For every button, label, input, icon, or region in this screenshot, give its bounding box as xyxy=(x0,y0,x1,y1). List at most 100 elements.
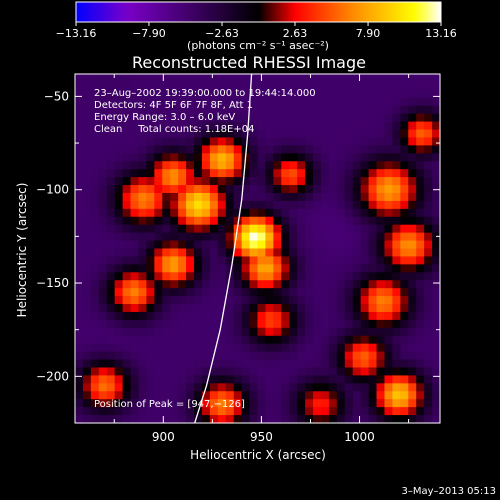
heatmap-cell xyxy=(344,208,354,218)
heatmap-cell xyxy=(170,319,179,329)
heatmap-cell xyxy=(416,121,425,131)
heatmap-cell xyxy=(281,391,290,400)
heatmap-cell xyxy=(392,185,401,194)
heatmap-cell xyxy=(424,288,433,297)
heatmap-cell xyxy=(170,327,179,337)
heatmap-cell xyxy=(416,177,425,186)
heatmap-cell xyxy=(122,367,132,377)
heatmap-cell xyxy=(154,375,163,384)
heatmap-cell xyxy=(146,415,155,424)
heatmap-cell xyxy=(265,137,274,146)
heatmap-cell xyxy=(162,200,171,210)
heatmap-cell xyxy=(281,272,290,281)
heatmap-cell xyxy=(432,311,441,321)
heatmap-cell xyxy=(305,415,314,424)
heatmap-cell xyxy=(257,81,267,91)
heatmap-cell xyxy=(162,399,171,408)
heatmap-cell xyxy=(201,137,211,146)
heatmap-cell xyxy=(225,105,235,115)
heatmap-cell xyxy=(265,375,274,384)
heatmap-cell xyxy=(328,304,338,313)
heatmap-cell xyxy=(75,200,84,210)
heatmap-cell xyxy=(400,280,409,289)
heatmap-cell xyxy=(384,177,393,186)
heatmap-cell xyxy=(432,351,441,361)
heatmap-cell xyxy=(82,97,92,107)
heatmap-cell xyxy=(90,311,100,321)
heatmap-cell xyxy=(241,399,251,408)
heatmap-cell xyxy=(217,137,227,146)
heatmap-cell xyxy=(313,264,322,273)
heatmap-cell xyxy=(297,359,306,369)
heatmap-cell xyxy=(90,121,100,131)
heatmap-cell xyxy=(146,367,155,377)
heatmap-cell xyxy=(194,248,203,258)
heatmap-cell xyxy=(257,192,267,202)
heatmap-cell xyxy=(320,161,330,170)
heatmap-cell xyxy=(352,407,362,416)
heatmap-cell xyxy=(416,264,425,273)
heatmap-cell xyxy=(352,121,362,131)
heatmap-cell xyxy=(328,288,338,297)
heatmap-cell xyxy=(392,105,401,115)
heatmap-cell xyxy=(352,129,362,139)
heatmap-cell xyxy=(376,327,386,337)
heatmap-cell xyxy=(209,137,219,146)
heatmap-cell xyxy=(424,113,433,123)
heatmap-cell xyxy=(344,240,354,250)
heatmap-cell xyxy=(194,391,203,400)
heatmap-cell xyxy=(138,216,148,226)
heatmap-cell xyxy=(130,145,140,154)
heatmap-cell xyxy=(98,264,108,273)
heatmap-cell xyxy=(122,296,132,305)
heatmap-cell xyxy=(82,319,92,329)
heatmap-cell xyxy=(217,240,227,250)
heatmap-cell xyxy=(130,288,140,297)
heatmap-cell xyxy=(281,137,290,146)
heatmap-cell xyxy=(233,153,243,162)
heatmap-cell xyxy=(217,367,227,377)
heatmap-cell xyxy=(75,177,84,186)
heatmap-cell xyxy=(138,177,148,186)
heatmap-cell xyxy=(233,248,243,258)
heatmap-cell xyxy=(328,121,338,131)
heatmap-cell xyxy=(360,248,370,258)
heatmap-cell xyxy=(233,327,243,337)
heatmap-cell xyxy=(130,367,140,377)
heatmap-cell xyxy=(265,327,274,337)
heatmap-cell xyxy=(265,153,274,162)
heatmap-cell xyxy=(424,335,433,345)
heatmap-cell xyxy=(122,391,132,400)
heatmap-cell xyxy=(360,264,370,273)
heatmap-cell xyxy=(138,327,148,337)
heatmap-cell xyxy=(162,208,171,218)
heatmap-cell xyxy=(265,216,274,226)
heatmap-cell xyxy=(138,232,148,242)
heatmap-cell xyxy=(170,97,179,107)
heatmap-cell xyxy=(98,351,108,361)
heatmap-cell xyxy=(424,304,433,313)
heatmap-cell xyxy=(82,359,92,369)
heatmap-cell xyxy=(384,359,393,369)
heatmap-cell xyxy=(305,200,314,210)
heatmap-cell xyxy=(360,272,370,281)
heatmap-cell xyxy=(186,264,195,273)
heatmap-cell xyxy=(376,248,386,258)
heatmap-cell xyxy=(201,216,211,226)
heatmap-cell xyxy=(313,74,322,83)
heatmap-cell xyxy=(392,97,401,107)
heatmap-cell xyxy=(320,327,330,337)
heatmap-cell xyxy=(336,319,346,329)
heatmap-cell xyxy=(313,296,322,305)
heatmap-cell xyxy=(352,343,362,353)
heatmap-cell xyxy=(146,177,155,186)
heatmap-cell xyxy=(233,185,243,194)
heatmap-cell xyxy=(336,145,346,154)
heatmap-cell xyxy=(209,296,219,305)
heatmap-cell xyxy=(75,248,84,258)
heatmap-cell xyxy=(225,415,235,424)
heatmap-cell xyxy=(170,216,179,226)
heatmap-cell xyxy=(241,264,251,273)
heatmap-cell xyxy=(384,248,393,258)
heatmap-cell xyxy=(352,74,362,83)
